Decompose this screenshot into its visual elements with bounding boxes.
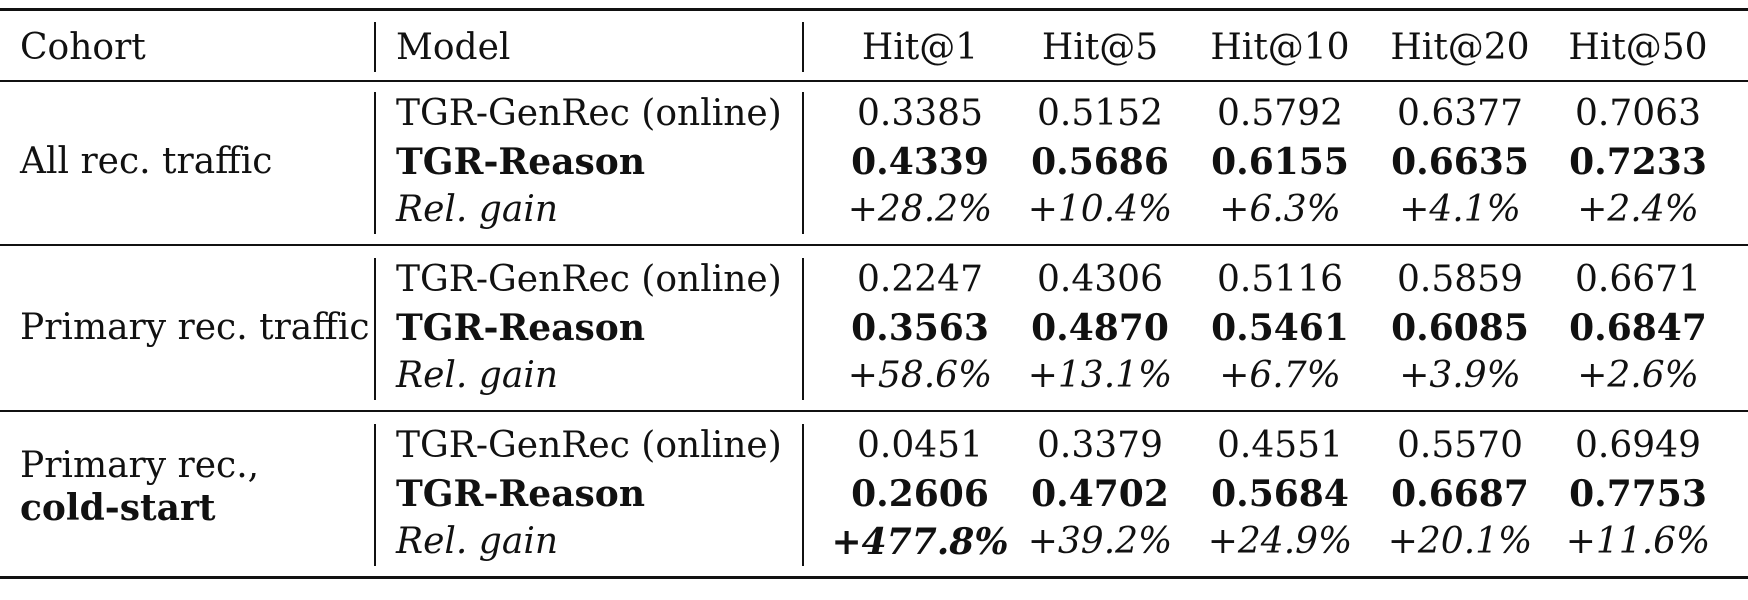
header-hit1: Hit@1 [861,27,979,68]
value-cell: 0.4551 [1217,425,1343,466]
value-cell: +2.6% [1577,355,1699,396]
value-cell: +11.6% [1565,521,1711,562]
model-name: Rel. gain [396,355,559,396]
value-cell: 0.6377 [1397,93,1523,134]
value-cell: +4.1% [1399,189,1521,230]
value-cell: 0.5684 [1211,473,1349,515]
value-cell: 0.6687 [1391,473,1529,515]
group-divider-2 [802,258,804,400]
value-cell: +28.2% [847,189,993,230]
value-cell: 0.5792 [1217,93,1343,134]
value-cell: 0.4702 [1031,473,1169,515]
value-cell: 0.6155 [1211,141,1349,183]
value-cell: 0.6671 [1575,259,1701,300]
group-divider-2 [802,92,804,234]
cohort-label: All rec. traffic [20,141,273,182]
header-rule [0,80,1748,82]
value-cell: 0.6635 [1391,141,1529,183]
value-cell: 0.0451 [857,425,983,466]
model-name: TGR-Reason [396,141,645,183]
cohort-label: Primary rec. traffic [20,307,370,348]
group-divider-1 [374,92,376,234]
value-cell: 0.6085 [1391,307,1529,349]
model-name: TGR-GenRec (online) [396,93,782,134]
value-cell: 0.5686 [1031,141,1169,183]
value-cell: 0.7063 [1575,93,1701,134]
value-cell: +39.2% [1027,521,1173,562]
value-cell: 0.5570 [1397,425,1523,466]
value-cell: +24.9% [1207,521,1353,562]
header-cohort: Cohort [20,27,146,68]
header-divider-1 [374,22,376,72]
value-cell: +6.7% [1219,355,1341,396]
value-cell: 0.5116 [1217,259,1343,300]
model-name: TGR-Reason [396,473,645,515]
value-cell: +2.4% [1577,189,1699,230]
value-cell: 0.4306 [1037,259,1163,300]
group-divider-1 [374,424,376,566]
header-hit5: Hit@5 [1041,27,1159,68]
value-cell: 0.7753 [1569,473,1707,515]
value-cell: 0.3379 [1037,425,1163,466]
value-cell: 0.6949 [1575,425,1701,466]
value-cell: 0.3385 [857,93,983,134]
value-cell: 0.5152 [1037,93,1163,134]
value-cell: +6.3% [1219,189,1341,230]
value-cell: +3.9% [1399,355,1521,396]
header-hit50: Hit@50 [1568,27,1708,68]
value-cell: 0.6847 [1569,307,1707,349]
group-rule [0,244,1748,246]
value-cell: 0.2247 [857,259,983,300]
bottom-rule [0,576,1748,579]
header-divider-2 [802,22,804,72]
value-cell: +58.6% [847,355,993,396]
cohort-label-bold: cold-start [20,487,216,529]
value-cell: +10.4% [1027,189,1173,230]
value-cell: 0.5461 [1211,307,1349,349]
value-cell: 0.3563 [851,307,989,349]
value-cell: 0.5859 [1397,259,1523,300]
header-hit20: Hit@20 [1390,27,1530,68]
value-cell-highlight: +477.8% [831,521,1009,563]
group-rule [0,410,1748,412]
value-cell: 0.2606 [851,473,989,515]
model-name: TGR-GenRec (online) [396,425,782,466]
group-divider-1 [374,258,376,400]
cohort-label: Primary rec., [20,445,260,486]
top-rule [0,8,1748,11]
value-cell: 0.4339 [851,141,989,183]
value-cell: 0.7233 [1569,141,1707,183]
model-name: Rel. gain [396,189,559,230]
header-hit10: Hit@10 [1210,27,1350,68]
group-divider-2 [802,424,804,566]
value-cell: +20.1% [1387,521,1533,562]
header-model: Model [396,27,511,68]
model-name: TGR-GenRec (online) [396,259,782,300]
model-name: Rel. gain [396,521,559,562]
value-cell: +13.1% [1027,355,1173,396]
value-cell: 0.4870 [1031,307,1169,349]
model-name: TGR-Reason [396,307,645,349]
